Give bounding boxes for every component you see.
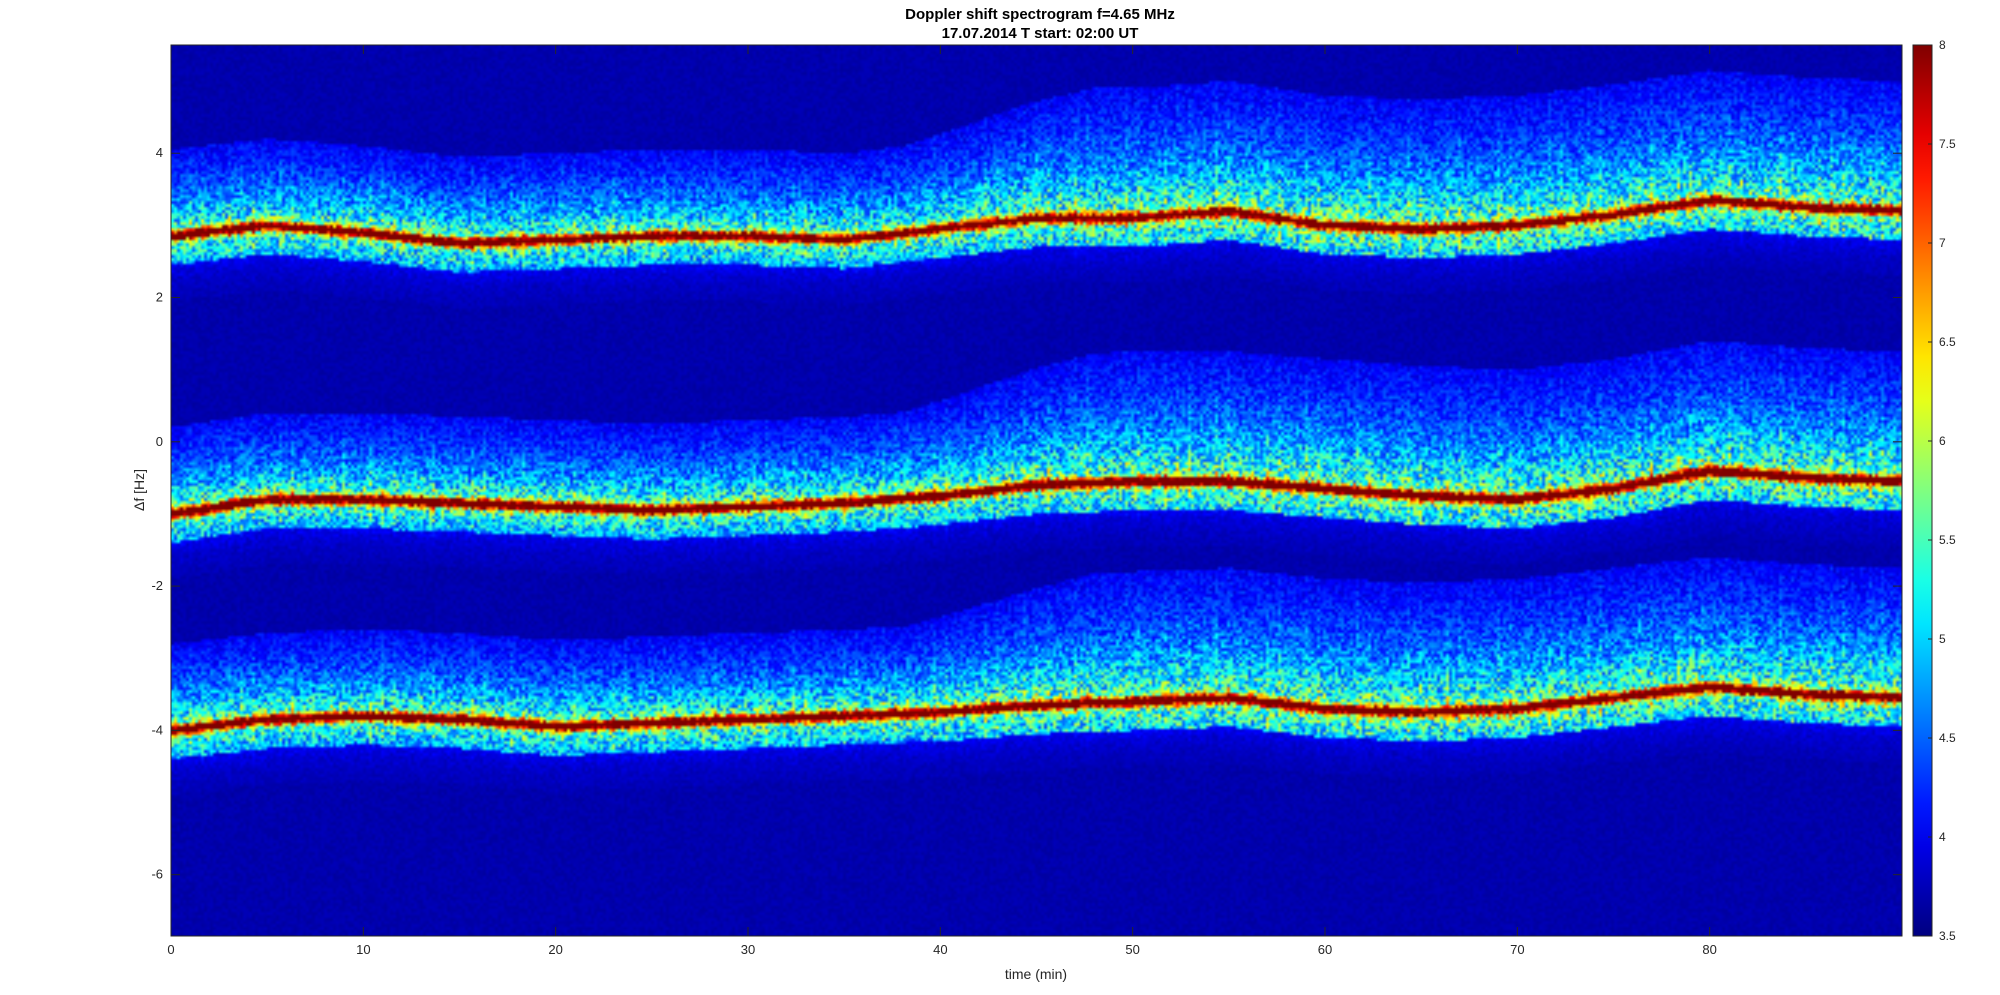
y-axis-label: Δf [Hz] — [131, 469, 147, 511]
y-tick-label: -4 — [151, 722, 163, 737]
y-tick-label: -6 — [151, 867, 163, 882]
x-tick-label: 0 — [167, 942, 174, 957]
x-tick-label: 20 — [548, 942, 562, 957]
spectrogram-image — [171, 45, 1902, 936]
y-tick-label: 4 — [156, 145, 163, 160]
colorbar-tick-label: 7.5 — [1939, 137, 1956, 151]
x-tick-label: 30 — [741, 942, 755, 957]
x-tick-label: 70 — [1510, 942, 1524, 957]
colorbar-tick-label: 8 — [1939, 38, 1946, 52]
colorbar-tick-label: 5 — [1939, 632, 1946, 646]
chart-title: Doppler shift spectrogram f=4.65 MHz — [905, 6, 1175, 23]
x-axis-label: time (min) — [1005, 966, 1067, 982]
x-tick-label: 40 — [933, 942, 947, 957]
colorbar-scale — [1912, 44, 1933, 937]
y-axis: -6 -4 -2 0 2 4 — [151, 145, 1902, 882]
y-tick-label: 2 — [156, 290, 163, 305]
plot-area — [170, 44, 1903, 937]
chart-subtitle: 17.07.2014 T start: 02:00 UT — [942, 25, 1139, 42]
x-tick-label: 10 — [356, 942, 370, 957]
x-tick-label: 60 — [1318, 942, 1332, 957]
x-tick-label: 80 — [1702, 942, 1716, 957]
y-tick-label: -2 — [151, 578, 163, 593]
colorbar-tick-label: 7 — [1939, 236, 1946, 250]
colorbar-tick-label: 6 — [1939, 434, 1946, 448]
x-tick-label: 50 — [1125, 942, 1139, 957]
colorbar-tick-label: 6.5 — [1939, 335, 1956, 349]
x-axis: 0 10 20 30 40 50 60 70 80 — [167, 45, 1717, 957]
colorbar: 3.5 4 4.5 5 5.5 6 6.5 7 7.5 8 — [1912, 38, 1956, 943]
colorbar-tick-label: 3.5 — [1939, 929, 1956, 943]
colorbar-tick-label: 4.5 — [1939, 731, 1956, 745]
plot-frame — [170, 44, 1903, 937]
y-tick-label: 0 — [156, 434, 163, 449]
colorbar-tick-label: 4 — [1939, 830, 1946, 844]
colorbar-ticks: 3.5 4 4.5 5 5.5 6 6.5 7 7.5 8 — [1928, 38, 1956, 943]
colorbar-tick-label: 5.5 — [1939, 533, 1956, 547]
